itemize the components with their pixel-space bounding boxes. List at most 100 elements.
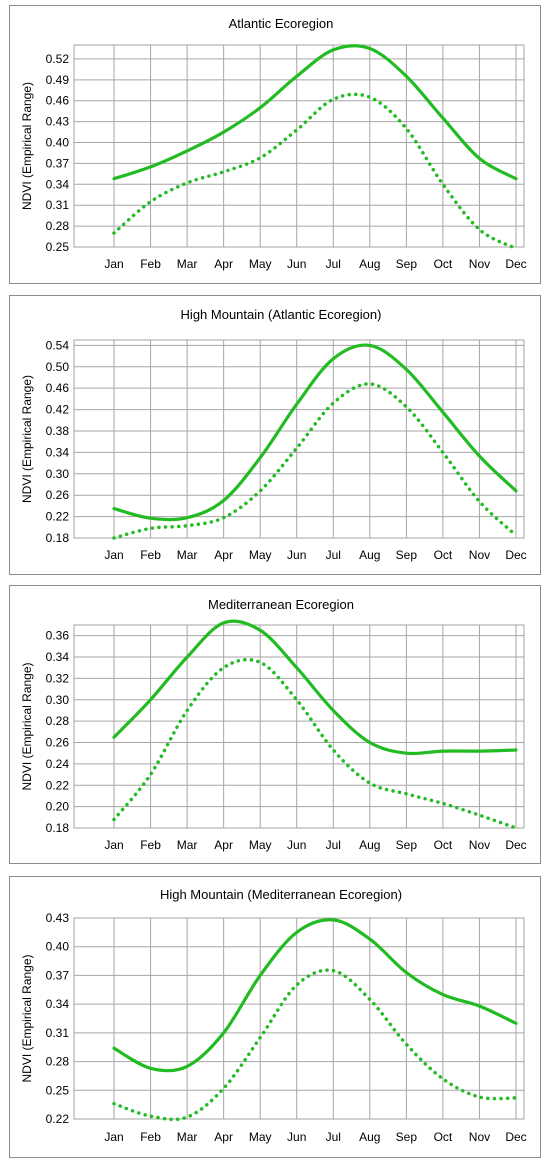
chart-panel-2: High Mountain (Atlantic Ecoregion) NDVI (… [9,295,541,575]
x-tick-label: Nov [469,1130,490,1144]
x-tick-label: Aug [359,1130,380,1144]
x-tick-label: Aug [359,548,380,562]
y-tick-label: 0.31 [46,198,70,212]
x-tick-label: Mar [177,1130,198,1144]
plot-area [73,624,525,829]
y-tick-label: 0.46 [46,94,70,108]
y-tick-label: 0.30 [46,693,70,707]
x-tick-label: Dec [505,838,526,852]
x-tick-label: Mar [177,257,198,271]
y-tick-label: 0.28 [46,714,70,728]
x-tick-label: Apr [214,1130,233,1144]
y-tick-label: 0.22 [46,510,70,524]
x-tick-label: Jun [287,1130,306,1144]
plot-area [73,339,525,539]
chart-high-mountain-atlantic: High Mountain (Atlantic Ecoregion) NDVI (… [20,307,527,562]
x-tick-label: Aug [359,838,380,852]
series-solid-line [112,918,518,1073]
y-tick-label: 0.43 [46,115,70,129]
series-dotted-line [112,657,518,830]
x-tick-label: Dec [505,257,526,271]
chart-panel-4: High Mountain (Mediterranean Ecoregion) N… [9,876,541,1158]
chart-title: Mediterranean Ecoregion [208,597,354,612]
x-tick-label: Jun [287,548,306,562]
y-tick-label: 0.25 [46,240,70,254]
x-tick-label: Jul [326,548,341,562]
x-tick-label: Feb [140,548,161,562]
y-tick-label: 0.20 [46,800,70,814]
series-solid-line [112,44,518,181]
x-tick-label: Mar [177,838,198,852]
x-tick-label: Feb [140,257,161,271]
series-solid-line [112,343,518,522]
y-tick-label: 0.28 [46,1055,70,1069]
x-tick-label: Jan [104,548,123,562]
y-tick-label: 0.50 [46,360,70,374]
chart-title: High Mountain (Atlantic Ecoregion) [181,307,382,322]
x-tick-label: Sep [396,257,418,271]
x-tick-label: Mar [177,548,198,562]
x-tick-label: Feb [140,1130,161,1144]
x-tick-label: May [249,1130,272,1144]
x-tick-label: Jul [326,257,341,271]
series-dotted-line [112,968,518,1122]
y-axis-label: NDVI (Empirical Range) [20,954,34,1082]
y-tick-label: 0.31 [46,1026,70,1040]
y-tick-label: 0.52 [46,52,70,66]
x-tick-label: Jun [287,838,306,852]
chart-high-mountain-mediterranean: High Mountain (Mediterranean Ecoregion) N… [20,887,527,1144]
y-tick-label: 0.36 [46,629,70,643]
x-tick-label: Jun [287,257,306,271]
y-tick-label: 0.22 [46,1112,70,1126]
y-tick-label: 0.42 [46,403,70,417]
chart-atlantic: Atlantic Ecoregion NDVI (Empirical Range)… [20,16,527,271]
chart-mediterranean: Mediterranean Ecoregion NDVI (Empirical R… [20,597,527,852]
y-axis-label: NDVI (Empirical Range) [20,662,34,790]
y-tick-label: 0.40 [46,136,70,150]
x-tick-label: Jul [326,1130,341,1144]
x-tick-label: Jan [104,1130,123,1144]
y-tick-label: 0.34 [46,445,70,459]
y-tick-label: 0.26 [46,736,70,750]
y-tick-label: 0.34 [46,177,70,191]
y-tick-label: 0.38 [46,424,70,438]
y-tick-label: 0.25 [46,1083,70,1097]
x-tick-label: Sep [396,1130,418,1144]
x-tick-label: Dec [505,548,526,562]
x-tick-label: Apr [214,548,233,562]
y-axis-label: NDVI (Empirical Range) [20,82,34,210]
x-tick-label: Jan [104,257,123,271]
chart-title: Atlantic Ecoregion [229,16,334,31]
x-tick-label: May [249,257,272,271]
x-tick-label: Nov [469,548,490,562]
chart-panel-1: Atlantic Ecoregion NDVI (Empirical Range)… [9,5,541,284]
series-solid-line [112,619,518,756]
x-tick-label: Jan [104,838,123,852]
y-tick-label: 0.26 [46,488,70,502]
plot-area [73,44,525,248]
y-tick-label: 0.37 [46,968,70,982]
x-tick-label: Sep [396,838,418,852]
y-tick-label: 0.18 [46,531,70,545]
x-tick-label: Aug [359,257,380,271]
x-tick-label: Oct [434,1130,453,1144]
y-tick-label: 0.22 [46,778,70,792]
y-tick-label: 0.34 [46,997,70,1011]
series-dotted-line [112,382,518,540]
x-tick-label: Sep [396,548,418,562]
plot-area [73,917,525,1120]
y-axis-label: NDVI (Empirical Range) [20,375,34,503]
x-tick-label: Oct [434,548,453,562]
x-tick-label: Apr [214,257,233,271]
x-tick-label: Jul [326,838,341,852]
y-tick-label: 0.43 [46,911,70,925]
y-tick-label: 0.28 [46,219,70,233]
x-tick-label: Dec [505,1130,526,1144]
y-tick-label: 0.37 [46,156,70,170]
y-tick-label: 0.49 [46,73,70,87]
y-tick-label: 0.34 [46,650,70,664]
chart-title: High Mountain (Mediterranean Ecoregion) [160,887,402,902]
x-tick-label: Oct [434,838,453,852]
y-tick-label: 0.30 [46,467,70,481]
y-tick-label: 0.46 [46,381,70,395]
